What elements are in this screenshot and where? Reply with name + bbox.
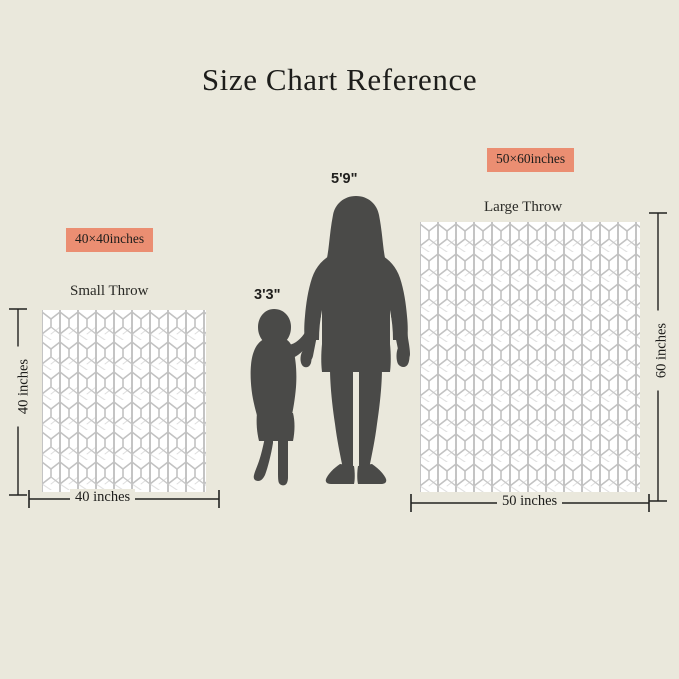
knit-texture-icon <box>42 310 206 492</box>
height-label-child: 3'3" <box>254 287 281 303</box>
dimension-label-large-height: 60 inches <box>653 310 671 391</box>
dimension-label-large-width: 50 inches <box>497 493 563 510</box>
badge-large-throw-size: 50×60inches <box>487 148 575 172</box>
dimension-label-small-height: 40 inches <box>15 346 33 427</box>
height-label-adult: 5'9" <box>331 171 358 187</box>
blanket-small-throw <box>42 310 206 492</box>
blanket-large-throw <box>420 222 640 492</box>
dimension-label-small-width: 40 inches <box>70 489 136 506</box>
adult-woman-silhouette-icon <box>300 196 410 484</box>
label-large-throw: Large Throw <box>484 199 563 215</box>
badge-small-throw-size: 40×40inches <box>66 228 154 252</box>
child-silhouette-icon <box>250 309 320 486</box>
label-small-throw: Small Throw <box>70 283 149 299</box>
page-title: Size Chart Reference <box>201 62 478 97</box>
knit-texture-icon <box>420 222 640 492</box>
